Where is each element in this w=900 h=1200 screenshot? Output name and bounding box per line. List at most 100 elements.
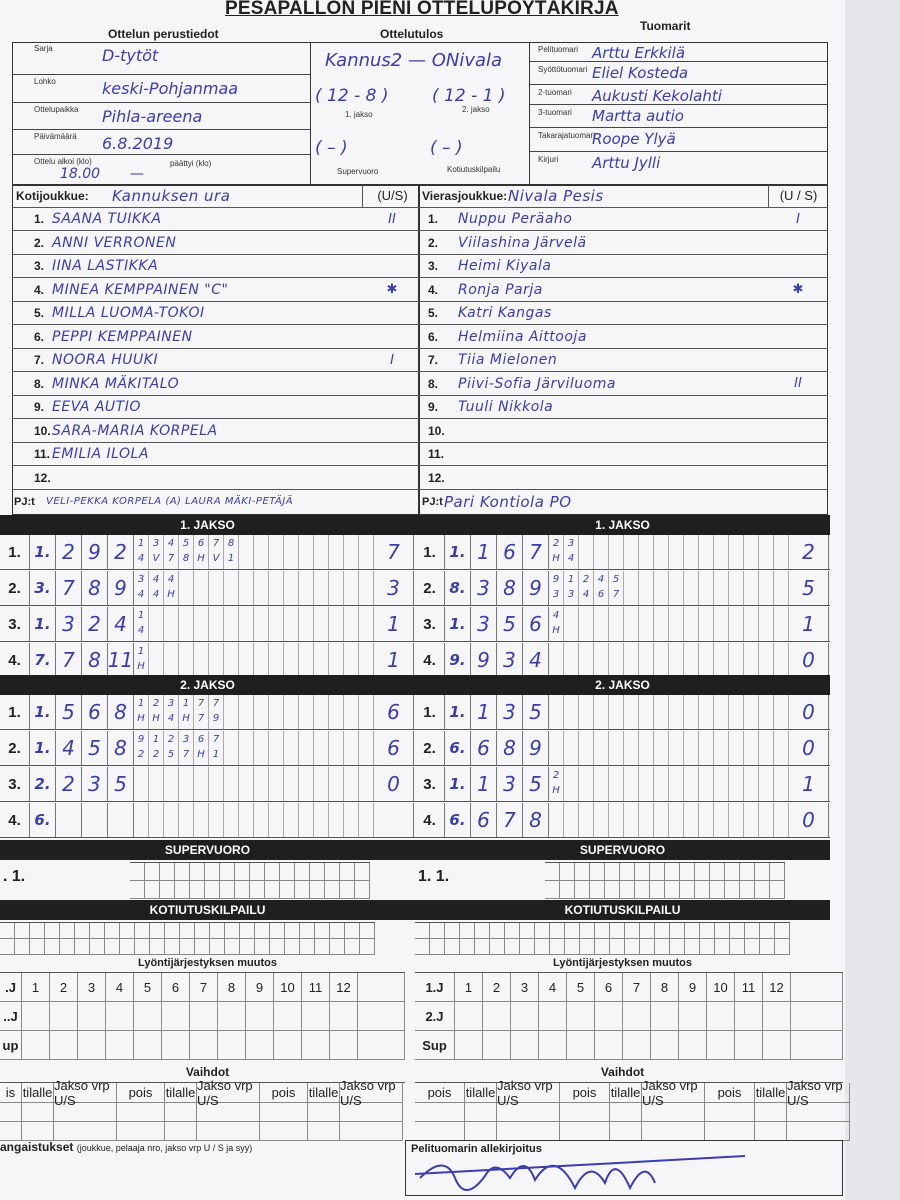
subs-cell[interactable] <box>0 1122 22 1141</box>
order-cell[interactable] <box>246 1031 274 1060</box>
order-cell[interactable] <box>274 1031 302 1060</box>
subs-cell[interactable] <box>117 1122 165 1141</box>
subs-cell[interactable] <box>415 1103 465 1122</box>
order-cell[interactable] <box>455 1031 483 1060</box>
subs-cell[interactable] <box>308 1103 340 1122</box>
order-cell[interactable] <box>679 1002 707 1031</box>
subs-cell[interactable] <box>54 1122 117 1141</box>
subs-cell[interactable] <box>22 1122 54 1141</box>
subs-cell[interactable] <box>642 1122 705 1141</box>
order-cell[interactable] <box>707 1002 735 1031</box>
subs-cell[interactable] <box>787 1122 850 1141</box>
subs-cell[interactable] <box>465 1122 497 1141</box>
subs-cell[interactable] <box>54 1103 117 1122</box>
order-cell[interactable] <box>190 1031 218 1060</box>
order-cell[interactable] <box>50 1002 78 1031</box>
subs-cell[interactable] <box>705 1103 755 1122</box>
subs-cell[interactable] <box>497 1122 560 1141</box>
order-cell[interactable] <box>623 1031 651 1060</box>
order-cell[interactable] <box>623 1002 651 1031</box>
subs-cell[interactable] <box>260 1122 308 1141</box>
subs-cell[interactable] <box>497 1103 560 1122</box>
order-cell[interactable] <box>218 1031 246 1060</box>
order-cell[interactable] <box>106 1031 134 1060</box>
order-cell[interactable] <box>707 1031 735 1060</box>
order-cell[interactable] <box>763 1002 791 1031</box>
order-cell[interactable] <box>246 1002 274 1031</box>
order-cell[interactable] <box>330 1002 358 1031</box>
order-cell[interactable] <box>274 1002 302 1031</box>
subs-cell[interactable] <box>22 1103 54 1122</box>
subs-cell[interactable] <box>560 1122 610 1141</box>
subs-cell[interactable] <box>560 1103 610 1122</box>
mark-cell <box>284 767 299 801</box>
order-cell[interactable] <box>78 1031 106 1060</box>
subs-cell[interactable] <box>465 1103 497 1122</box>
order-cell[interactable] <box>735 1002 763 1031</box>
order-cell[interactable] <box>511 1031 539 1060</box>
subs-cell[interactable] <box>165 1103 197 1122</box>
subs-cell[interactable] <box>415 1122 465 1141</box>
grid-cell <box>650 863 665 881</box>
batter-cell: 5 <box>82 731 108 765</box>
subs-cell[interactable] <box>308 1122 340 1141</box>
order-cell[interactable] <box>358 1002 405 1031</box>
mark-cell <box>594 695 609 729</box>
order-cell[interactable] <box>50 1031 78 1060</box>
order-cell[interactable] <box>78 1002 106 1031</box>
order-cell[interactable] <box>162 1002 190 1031</box>
order-cell[interactable] <box>567 1002 595 1031</box>
order-cell[interactable] <box>595 1031 623 1060</box>
order-cell[interactable] <box>483 1002 511 1031</box>
order-cell[interactable] <box>455 1002 483 1031</box>
order-cell[interactable] <box>651 1002 679 1031</box>
order-cell[interactable] <box>791 973 843 1002</box>
subs-cell[interactable] <box>260 1103 308 1122</box>
order-cell[interactable] <box>483 1031 511 1060</box>
subs-cell[interactable] <box>705 1122 755 1141</box>
subs-cell[interactable] <box>0 1103 22 1122</box>
subs-cell[interactable] <box>197 1103 260 1122</box>
order-cell[interactable] <box>22 1031 50 1060</box>
order-cell[interactable] <box>302 1031 330 1060</box>
subs-cell[interactable] <box>610 1103 642 1122</box>
order-cell[interactable] <box>302 1002 330 1031</box>
mark-cell <box>344 695 359 729</box>
order-cell[interactable] <box>330 1031 358 1060</box>
subs-cell[interactable] <box>340 1122 403 1141</box>
subs-cell[interactable] <box>340 1103 403 1122</box>
order-cell[interactable] <box>763 1031 791 1060</box>
subs-cell[interactable] <box>755 1103 787 1122</box>
subs-cell[interactable] <box>197 1122 260 1141</box>
mark-cell <box>344 767 359 801</box>
player-name: Piivi-Sofia Järviluoma <box>458 375 616 392</box>
order-cell[interactable] <box>22 1002 50 1031</box>
grid-cell <box>225 923 240 939</box>
order-cell[interactable] <box>511 1002 539 1031</box>
subs-cell[interactable] <box>610 1122 642 1141</box>
mark-cell <box>759 731 774 765</box>
order-cell[interactable] <box>539 1002 567 1031</box>
order-cell[interactable] <box>567 1031 595 1060</box>
order-cell[interactable] <box>595 1002 623 1031</box>
order-cell[interactable] <box>218 1002 246 1031</box>
order-cell[interactable] <box>679 1031 707 1060</box>
subs-cell[interactable] <box>117 1103 165 1122</box>
order-cell[interactable] <box>134 1031 162 1060</box>
order-cell[interactable] <box>134 1002 162 1031</box>
referee-name: Eliel Kosteda <box>592 64 689 82</box>
order-cell[interactable] <box>791 1031 843 1060</box>
subs-cell[interactable] <box>755 1122 787 1141</box>
subs-cell[interactable] <box>165 1122 197 1141</box>
order-cell[interactable] <box>106 1002 134 1031</box>
subs-cell[interactable] <box>787 1103 850 1122</box>
subs-cell[interactable] <box>642 1103 705 1122</box>
order-cell[interactable] <box>358 973 405 1002</box>
order-cell[interactable] <box>539 1031 567 1060</box>
order-cell[interactable] <box>651 1031 679 1060</box>
order-cell[interactable] <box>791 1002 843 1031</box>
order-cell[interactable] <box>358 1031 405 1060</box>
order-cell[interactable] <box>735 1031 763 1060</box>
order-cell[interactable] <box>162 1031 190 1060</box>
order-cell[interactable] <box>190 1002 218 1031</box>
